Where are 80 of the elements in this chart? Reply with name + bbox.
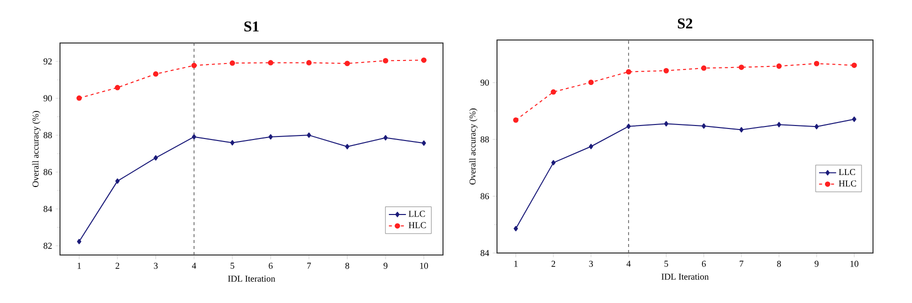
y-axis-title: Overall accuracy (%) xyxy=(32,111,40,187)
y-tick-label: 84 xyxy=(44,206,52,212)
point xyxy=(230,60,236,66)
x-tick-label: 3 xyxy=(154,262,158,269)
point xyxy=(814,124,819,130)
point xyxy=(550,89,556,95)
x-tick-label: 9 xyxy=(384,262,388,269)
x-tick-label: 1 xyxy=(514,260,518,267)
x-tick-label: 1 xyxy=(78,262,81,269)
x-tick-label: 8 xyxy=(777,260,781,267)
point xyxy=(154,155,158,161)
x-tick-label: 2 xyxy=(116,262,120,269)
x-tick-label: 5 xyxy=(664,260,668,267)
point xyxy=(551,160,556,166)
x-tick-label: 4 xyxy=(626,260,631,267)
point xyxy=(421,57,427,63)
point xyxy=(114,84,120,90)
point xyxy=(383,135,388,140)
point xyxy=(814,60,820,66)
point xyxy=(76,95,82,101)
point xyxy=(664,121,668,126)
y-tick-label: 88 xyxy=(480,136,489,142)
x-tick-label: 3 xyxy=(589,260,593,267)
x-axis-title: IDL Iteration xyxy=(228,276,276,282)
chart-title: S1 xyxy=(244,21,259,32)
point xyxy=(702,123,706,129)
point xyxy=(588,80,594,86)
legend-label: LLC xyxy=(408,210,425,217)
x-axis-title: IDL Iteration xyxy=(662,274,709,280)
point xyxy=(268,134,273,140)
y-axis-title: Overall accuracy (%) xyxy=(469,108,478,184)
y-tick-label: 86 xyxy=(44,169,52,176)
point xyxy=(776,122,782,128)
x-tick-label: 7 xyxy=(740,260,744,267)
y-tick-label: 92 xyxy=(44,58,52,64)
x-tick-label: 6 xyxy=(702,260,706,267)
point xyxy=(776,63,782,69)
y-tick-label: 88 xyxy=(44,132,52,138)
point xyxy=(192,134,196,140)
point xyxy=(513,117,518,123)
point xyxy=(306,60,312,66)
point xyxy=(77,238,82,244)
point xyxy=(344,60,350,66)
point xyxy=(626,124,631,130)
y-tick-label: 82 xyxy=(44,242,52,249)
x-tick-label: 6 xyxy=(268,262,273,269)
x-tick-label: 2 xyxy=(552,260,556,267)
point xyxy=(191,62,197,68)
x-tick-label: 8 xyxy=(345,262,350,269)
point xyxy=(345,144,350,150)
legend-label: LLC xyxy=(838,169,856,176)
point xyxy=(664,68,669,74)
point xyxy=(382,58,388,64)
x-tick-label: 5 xyxy=(230,262,234,269)
y-tick-label: 90 xyxy=(480,80,489,86)
point xyxy=(514,226,518,232)
point xyxy=(739,127,744,132)
point xyxy=(230,140,234,146)
x-tick-label: 10 xyxy=(420,262,428,269)
y-tick-label: 84 xyxy=(480,250,490,256)
x-tick-label: 10 xyxy=(850,260,858,267)
legend-label: HLC xyxy=(838,180,856,186)
x-tick-label: 4 xyxy=(192,262,196,269)
point xyxy=(701,65,706,71)
y-tick-label: 90 xyxy=(44,95,52,102)
x-tick-label: 9 xyxy=(814,260,818,267)
point xyxy=(588,144,594,150)
point xyxy=(306,132,312,138)
point xyxy=(153,71,158,77)
point xyxy=(738,64,744,70)
point xyxy=(115,178,120,184)
point xyxy=(268,60,274,66)
point xyxy=(852,62,857,68)
legend-label: HLC xyxy=(408,222,426,228)
point xyxy=(852,116,856,122)
x-tick-label: 7 xyxy=(307,262,311,269)
chart-title: S2 xyxy=(678,18,692,29)
point xyxy=(626,69,632,74)
point xyxy=(422,140,426,146)
y-tick-label: 86 xyxy=(480,193,489,200)
